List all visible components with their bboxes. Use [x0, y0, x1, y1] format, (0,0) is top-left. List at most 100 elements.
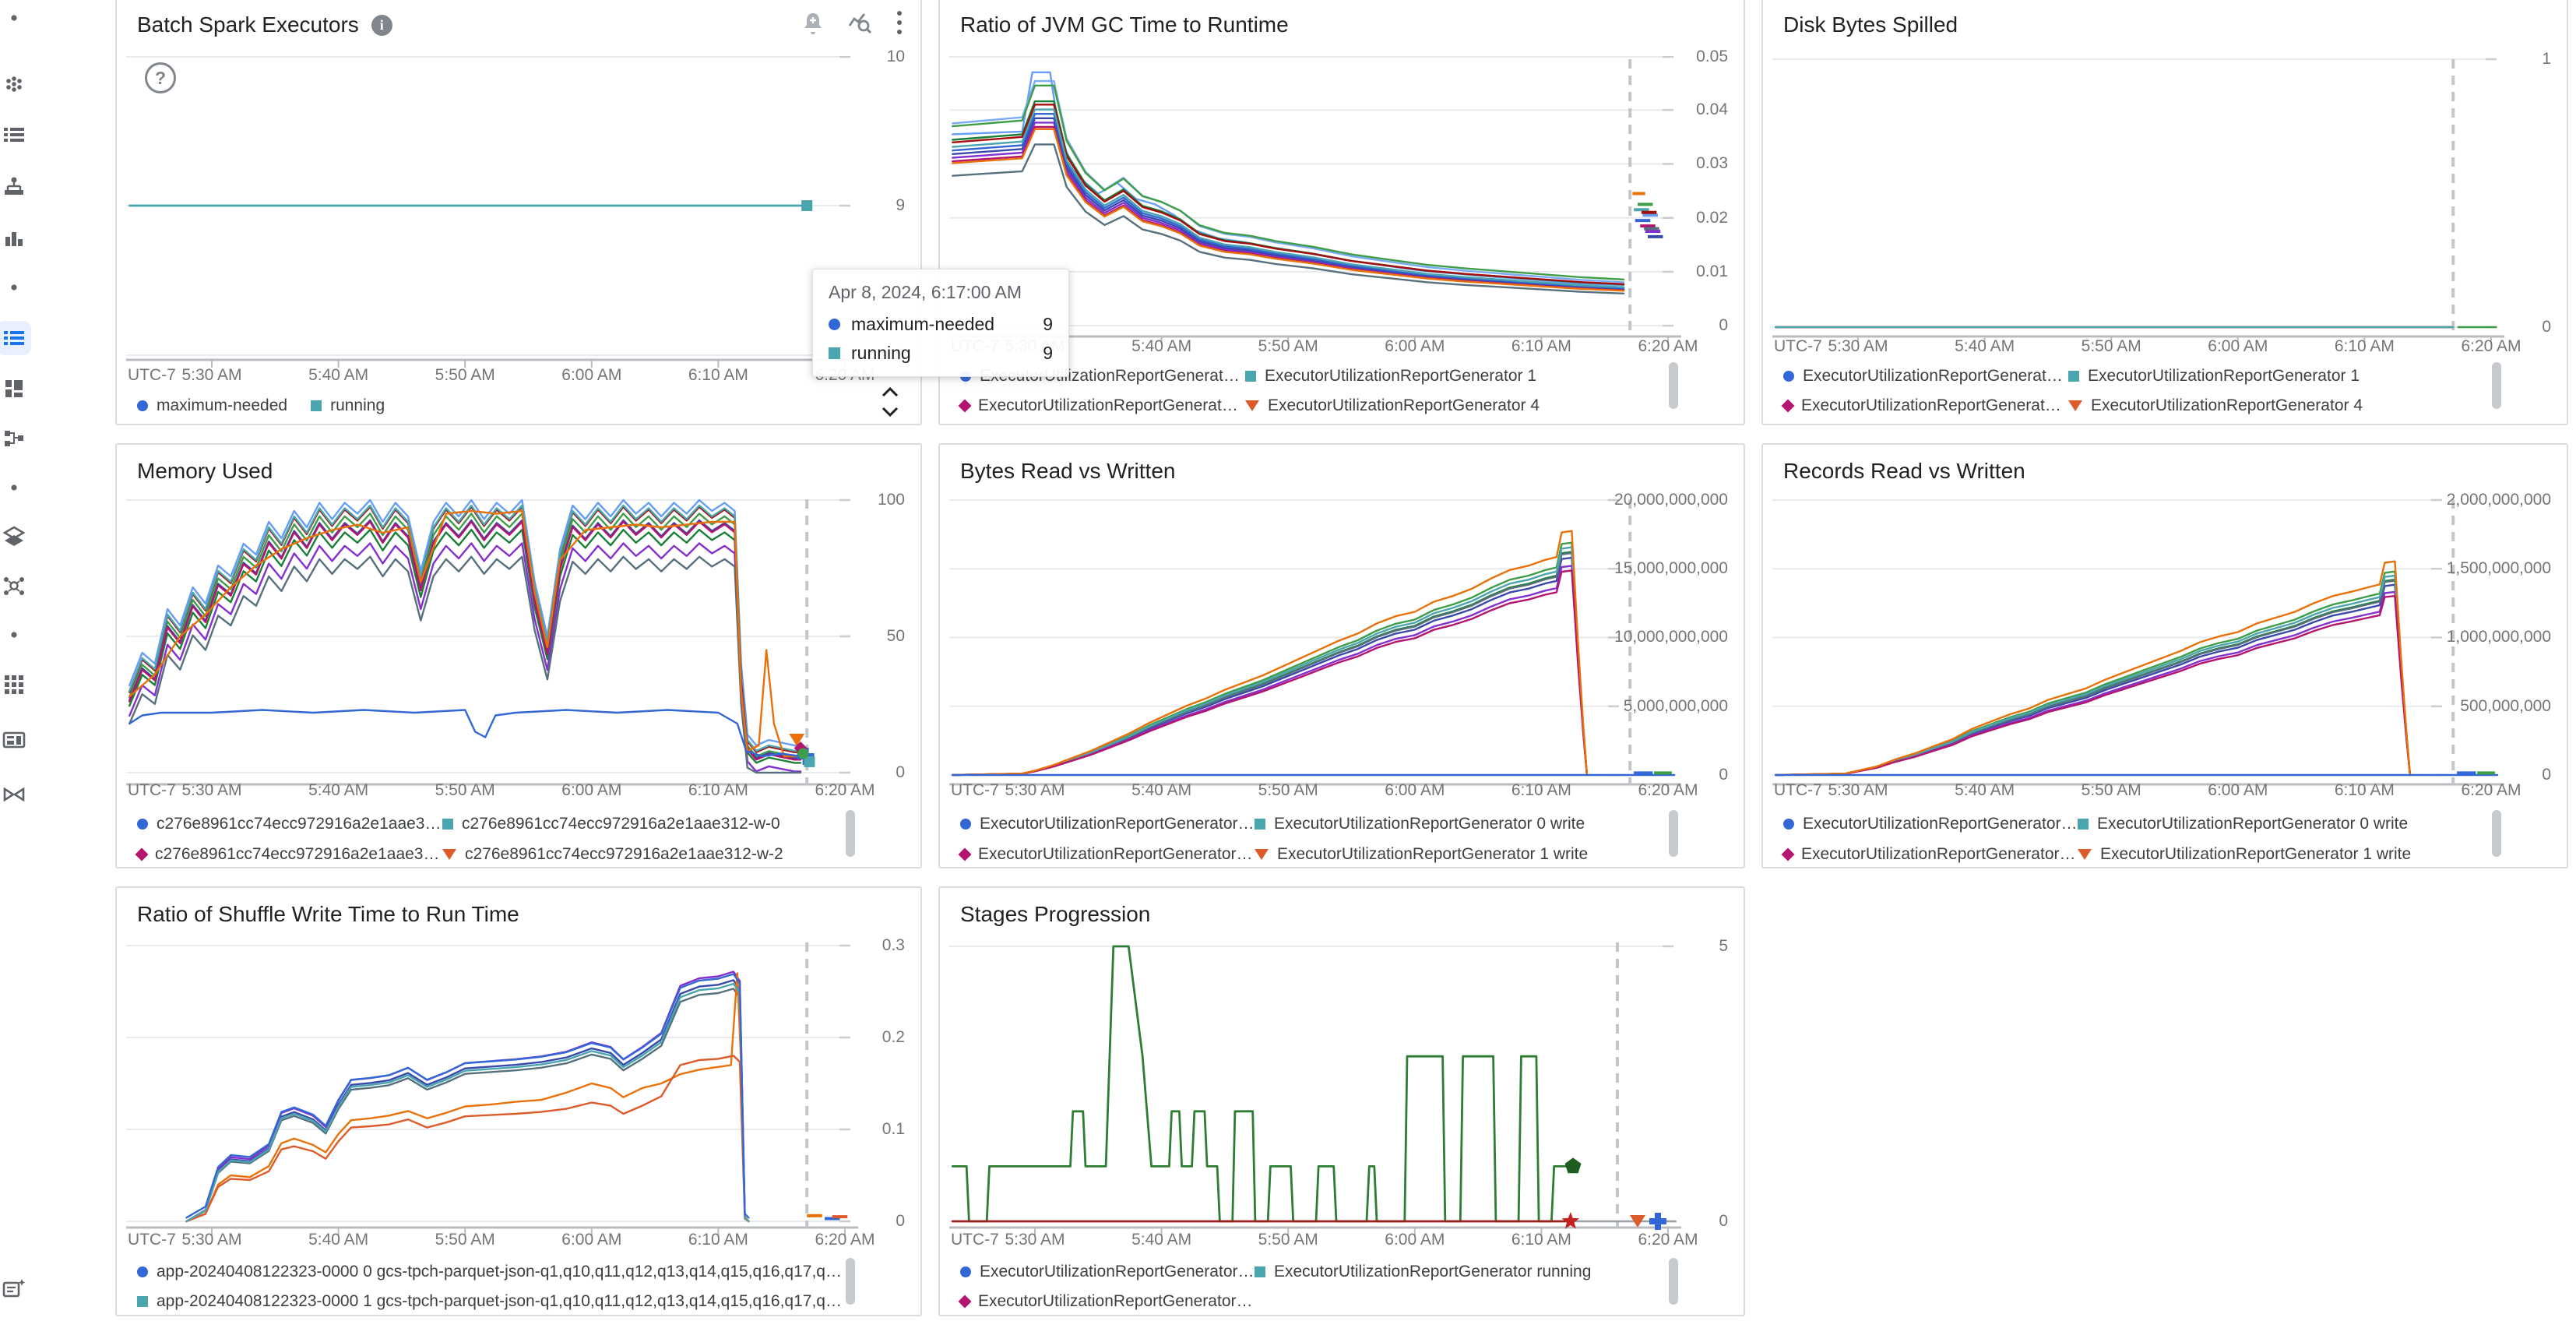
y-axis-label: 0 [1719, 316, 1728, 335]
sidebar-item-dot[interactable] [0, 270, 31, 305]
legend-item[interactable]: ExecutorUtilizationReportGenerator 0 wri… [2078, 815, 2408, 833]
left-nav-rail [0, 0, 36, 1321]
dashboards-list-icon [2, 326, 26, 350]
chart-plot-area[interactable] [1772, 496, 2514, 799]
legend-item[interactable]: ExecutorUtilizationReportGenerator waiti… [958, 1292, 1255, 1311]
sidebar-item-summary-card[interactable] [0, 723, 31, 757]
sidebar-item-list[interactable] [0, 118, 31, 152]
panel-title: Memory Used [137, 459, 273, 483]
y-axis-label: 1,500,000,000 [2446, 559, 2551, 578]
y-axis-label: 5 [1719, 936, 1728, 955]
legend-item[interactable]: c276e8961cc74ecc972916a2e1aae312-w-1 [135, 845, 442, 864]
legend-item[interactable]: c276e8961cc74ecc972916a2e1aae312-m [137, 815, 442, 833]
sidebar-item-layers[interactable] [0, 520, 31, 554]
bowtie-icon [2, 783, 26, 806]
legend-item[interactable]: ExecutorUtilizationReportGenerator 1 [1245, 367, 1536, 386]
x-axis-label: 6:10 AM [688, 366, 748, 384]
explore-icon[interactable] [847, 10, 874, 39]
legend-collapse-control[interactable] [880, 383, 900, 424]
panel-title: Bytes Read vs Written [960, 459, 1176, 483]
x-axis-label: 6:00 AM [1385, 781, 1445, 799]
sidebar-item-dot[interactable] [0, 1, 31, 35]
y-axis-label: 0 [1719, 765, 1728, 784]
legend-item[interactable]: ExecutorUtilizationReportGenerator runni… [1255, 1263, 1591, 1281]
sidebar-item-dot[interactable] [0, 470, 31, 505]
legend-item[interactable]: running [311, 396, 385, 415]
legend-item[interactable]: app-20240408122323-0000 1 gcs-tpch-parqu… [137, 1292, 842, 1311]
y-axis-label: 5,000,000,000 [1623, 696, 1728, 715]
legend-item[interactable]: ExecutorUtilizationReportGenerator 0 [1783, 367, 2068, 386]
y-axis-label: 0 [896, 1211, 905, 1230]
sidebar-item-graph[interactable] [0, 569, 31, 603]
legend-item[interactable]: ExecutorUtilizationReportGenerator 1 wri… [1255, 845, 1588, 864]
legend-item[interactable]: ExecutorUtilizationReportGenerator 0 rea… [960, 815, 1255, 833]
chart-plot-area[interactable] [126, 55, 867, 375]
legend-item[interactable]: ExecutorUtilizationReportGenerator 1 rea… [958, 845, 1255, 864]
legend-scrollbar[interactable] [846, 810, 855, 857]
legend-item[interactable]: ExecutorUtilizationReportGenerator 0 wri… [1255, 815, 1585, 833]
legend-item[interactable]: ExecutorUtilizationReportGenerator 0 rea… [1783, 815, 2078, 833]
timezone-label: UTC-7 [1774, 337, 1822, 355]
help-icon[interactable]: ? [145, 62, 176, 93]
chart-plot-area[interactable] [949, 939, 1691, 1242]
x-axis-label: 5:40 AM [1131, 1231, 1192, 1249]
x-axis-label: 6:20 AM [815, 781, 875, 799]
legend-item[interactable]: app-20240408122323-0000 0 gcs-tpch-parqu… [137, 1263, 842, 1281]
panel-actions [801, 9, 903, 40]
tooltip-row: maximum-needed 9 [829, 314, 1053, 335]
legend-scrollbar[interactable] [846, 1258, 855, 1305]
more-vert-icon[interactable] [896, 9, 903, 40]
sidebar-item-blocks[interactable] [0, 372, 31, 406]
x-axis-label: 5:40 AM [1131, 781, 1192, 799]
compose-note-icon [2, 1277, 26, 1302]
info-icon[interactable]: i [371, 14, 392, 36]
sidebar-item-schema[interactable] [0, 421, 31, 456]
y-axis-label: 500,000,000 [2460, 696, 2551, 715]
legend-item[interactable]: ExecutorUtilizationReportGenerator 4 [1245, 396, 1540, 415]
x-axis-label: 6:10 AM [1511, 781, 1571, 799]
chart-plot-area[interactable] [1772, 56, 2514, 351]
legend-item[interactable]: ExecutorUtilizationReportGenerator 4 [2068, 396, 2363, 415]
dot-icon [2, 276, 26, 299]
legend-item[interactable]: ExecutorUtilizationReportGenerator 1 rea… [1781, 845, 2078, 864]
sidebar-item-bar-chart[interactable] [0, 221, 31, 255]
chart-plot-area[interactable] [126, 939, 867, 1242]
legend-item[interactable]: maximum-needed [137, 396, 287, 415]
sidebar-item-grid[interactable] [0, 668, 31, 702]
legend-scrollbar[interactable] [2492, 362, 2501, 409]
legend-item[interactable]: ExecutorUtilizationReportGenerator 2 [958, 396, 1245, 415]
x-axis-label: 5:30 AM [1005, 1231, 1065, 1249]
panel-title: Stages Progression [960, 902, 1151, 926]
chart-plot-area[interactable] [126, 496, 867, 799]
x-axis-label: 6:10 AM [2334, 781, 2395, 799]
timezone-label: UTC-7 [128, 1231, 176, 1249]
legend-scrollbar[interactable] [1669, 810, 1678, 857]
x-axis-label: 6:00 AM [1385, 337, 1445, 355]
legend-item[interactable]: ExecutorUtilizationReportGenerator 1 wri… [2078, 845, 2411, 864]
y-axis-label: 0.05 [1696, 48, 1728, 65]
sidebar-item-compose-note[interactable] [0, 1272, 31, 1306]
panel-title: Disk Bytes Spilled [1783, 12, 1958, 37]
x-axis-label: 6:20 AM [2461, 781, 2521, 799]
y-axis-label: 9 [896, 196, 905, 215]
sidebar-item-cluster[interactable] [0, 67, 31, 101]
legend-scrollbar[interactable] [1669, 1258, 1678, 1305]
chart-plot-area[interactable] [949, 496, 1691, 799]
legend-scrollbar[interactable] [1669, 362, 1678, 409]
sidebar-item-bowtie[interactable] [0, 777, 31, 812]
panel-title: Records Read vs Written [1783, 459, 2025, 483]
sidebar-item-dashboards-list[interactable] [0, 321, 31, 355]
sidebar-item-dot[interactable] [0, 618, 31, 652]
legend-scrollbar[interactable] [2492, 810, 2501, 857]
legend-item[interactable]: c276e8961cc74ecc972916a2e1aae312-w-2 [442, 845, 783, 864]
add-alert-icon[interactable] [801, 10, 825, 39]
legend-item[interactable]: ExecutorUtilizationReportGenerator 2 [1781, 396, 2068, 415]
sidebar-item-hierarchy[interactable] [0, 170, 31, 204]
chart-plot-area[interactable] [949, 55, 1691, 351]
legend-item[interactable]: ExecutorUtilizationReportGenerator 1 [2068, 367, 2360, 386]
panel-title: Batch Spark Executors [137, 12, 359, 37]
legend-item[interactable]: c276e8961cc74ecc972916a2e1aae312-w-0 [442, 815, 780, 833]
legend-item[interactable]: ExecutorUtilizationReportGenerator faile… [960, 1263, 1255, 1281]
x-axis-label: 5:30 AM [181, 781, 242, 799]
